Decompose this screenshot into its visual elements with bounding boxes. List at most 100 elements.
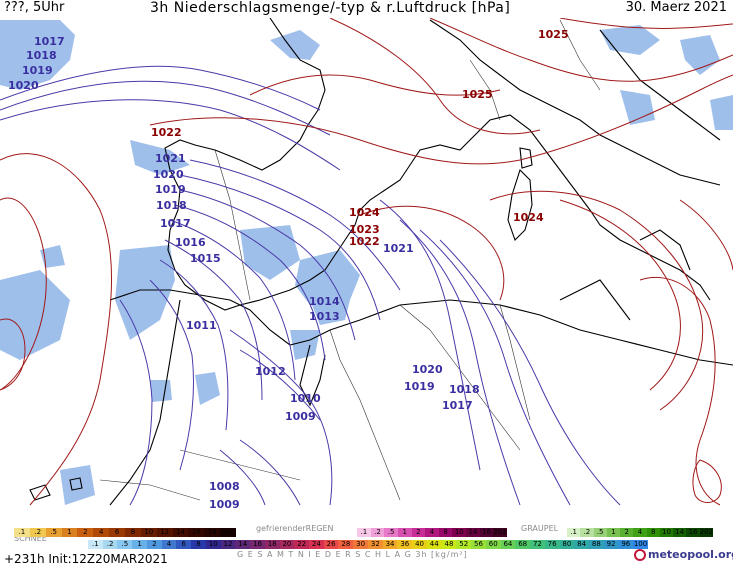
- legend-swatch: 44: [426, 540, 442, 549]
- isobar-label: 1020: [153, 168, 184, 181]
- legend-rain-label: gefrierenderREGEN: [256, 524, 334, 533]
- legend-swatch: 8: [191, 540, 206, 549]
- legend-swatch: 10: [205, 540, 221, 549]
- legend-swatch: 48: [441, 540, 457, 549]
- legend-swatch: 1: [61, 528, 78, 537]
- legend-swatch: .2: [102, 540, 118, 549]
- legend-swatch: 2025+: [220, 528, 237, 537]
- isobar-label: 1021: [383, 242, 414, 255]
- legend-swatch: .2: [580, 528, 594, 537]
- legend-swatch: 56: [471, 540, 486, 549]
- legend-swatch: 12: [220, 540, 236, 549]
- legend-swatch: 88: [588, 540, 604, 549]
- legend-swatch: 18: [204, 528, 221, 537]
- legend-swatch: 100: [633, 540, 648, 549]
- isobar-label: 1008: [209, 480, 240, 493]
- coastlines: [29, 18, 733, 506]
- map-header: ???, 5Uhr 3h Niederschlagsmenge/-typ & r…: [0, 0, 733, 18]
- isobar-label: 1016: [175, 236, 206, 249]
- legend-swatch: 92: [603, 540, 619, 549]
- legend-swatch: 76: [544, 540, 560, 549]
- legend-swatch: 60: [485, 540, 501, 549]
- legend-swatch: 16: [188, 528, 205, 537]
- isobar-label: 1009: [209, 498, 240, 511]
- legend-swatch: 24: [309, 540, 324, 549]
- legend-swatch: 1: [397, 528, 412, 537]
- isobars-high: [0, 18, 733, 506]
- isobar-label: 1011: [186, 319, 217, 332]
- legend-swatch: .1: [567, 528, 581, 537]
- legend-swatch: 4: [633, 528, 647, 537]
- legend-swatch: 8: [646, 528, 660, 537]
- legend-swatch: .1: [14, 528, 30, 537]
- legend-swatch: 1: [132, 540, 147, 549]
- legend-swatch: 10: [452, 528, 467, 537]
- legend-swatch: 72: [530, 540, 545, 549]
- isobar-label: 1021: [155, 152, 186, 165]
- valid-date: 30. Maerz 2021: [625, 0, 727, 15]
- legend-swatch: 26: [323, 540, 339, 549]
- legend-swatch: 14: [172, 528, 189, 537]
- isobar-label: 1018: [156, 199, 187, 212]
- logo-icon: [634, 548, 646, 561]
- legend-swatch: 6: [176, 540, 192, 549]
- legend-total-label: G E S A M T N I E D E R S C H L A G 3h […: [237, 550, 468, 559]
- valid-time-label: ???, 5Uhr: [4, 0, 65, 15]
- precipitation-areas: [0, 20, 733, 505]
- legend-swatch: 30: [353, 540, 368, 549]
- legend-swatch: .1: [357, 528, 371, 537]
- legend-swatch: 8: [125, 528, 141, 537]
- isobar-label: 1015: [190, 252, 221, 265]
- isobar-label: 1019: [22, 64, 53, 77]
- isobar-label: 1018: [26, 49, 57, 62]
- legend-swatch: .2: [370, 528, 385, 537]
- isobar-label: 1009: [285, 410, 316, 423]
- legend-swatch: 6: [109, 528, 126, 537]
- legend-total-scale: .1.2.5 1 2 4 6 8 10 12 14 16 18 20 22 24 26 28 30 32 34 36 4…: [88, 540, 648, 549]
- legend-swatch: 80: [559, 540, 575, 549]
- map-title: 3h Niederschlagsmenge/-typ & r.Luftdruck…: [150, 0, 511, 16]
- legend-swatch: 4: [93, 528, 110, 537]
- legend-swatch: 10: [140, 528, 157, 537]
- legend-swatch: 96: [618, 540, 634, 549]
- isobar-label: 1023: [349, 223, 380, 236]
- legend-swatch: .1: [88, 540, 103, 549]
- isobar-label: 1012: [255, 365, 286, 378]
- legend-swatch: 16: [686, 528, 700, 537]
- legend-swatch: 36: [397, 540, 413, 549]
- legend-swatch: 8: [438, 528, 453, 537]
- isobar-label: 1013: [309, 310, 340, 323]
- legend-swatch: 14: [673, 528, 687, 537]
- legend-swatch: 16: [250, 540, 265, 549]
- legend-swatch: 84: [574, 540, 589, 549]
- legend-swatch: 2: [620, 528, 634, 537]
- isobar-label: 1010: [290, 392, 321, 405]
- legend-swatch: 1: [606, 528, 621, 537]
- legend-swatch: 2: [77, 528, 94, 537]
- legend-swatch: 4: [425, 528, 439, 537]
- isobar-label: 1017: [160, 217, 191, 230]
- legend-swatch: 20: [279, 540, 295, 549]
- legend-swatch: 68: [515, 540, 531, 549]
- legend-swatch: .5: [117, 540, 133, 549]
- isobar-label: 1014: [309, 295, 340, 308]
- legend-swatch: 14: [235, 540, 251, 549]
- isobar-label: 1020: [412, 363, 443, 376]
- legend-swatch: .5: [384, 528, 398, 537]
- legend-swatch: 28: [338, 540, 354, 549]
- legend-snow-label: SCHNEE: [14, 534, 47, 543]
- isobar-label: 1024: [513, 211, 544, 224]
- legend-swatch: .5: [45, 528, 62, 537]
- legend-swatch: 2: [146, 540, 162, 549]
- isobar-label: 1017: [34, 35, 65, 48]
- isobar-labels: 1017 1018 1019 1020 1025 1025 1022 1021 …: [8, 28, 569, 511]
- isobar-label: 1019: [155, 183, 186, 196]
- isobar-label: 1022: [151, 126, 182, 139]
- isobar-label: 1017: [442, 399, 473, 412]
- legend-swatch: .2: [29, 528, 46, 537]
- legend-swatch: 2025+: [699, 528, 713, 537]
- isobar-label: 1025: [538, 28, 569, 41]
- legend-swatch: .5: [593, 528, 607, 537]
- legend-swatch: 64: [500, 540, 516, 549]
